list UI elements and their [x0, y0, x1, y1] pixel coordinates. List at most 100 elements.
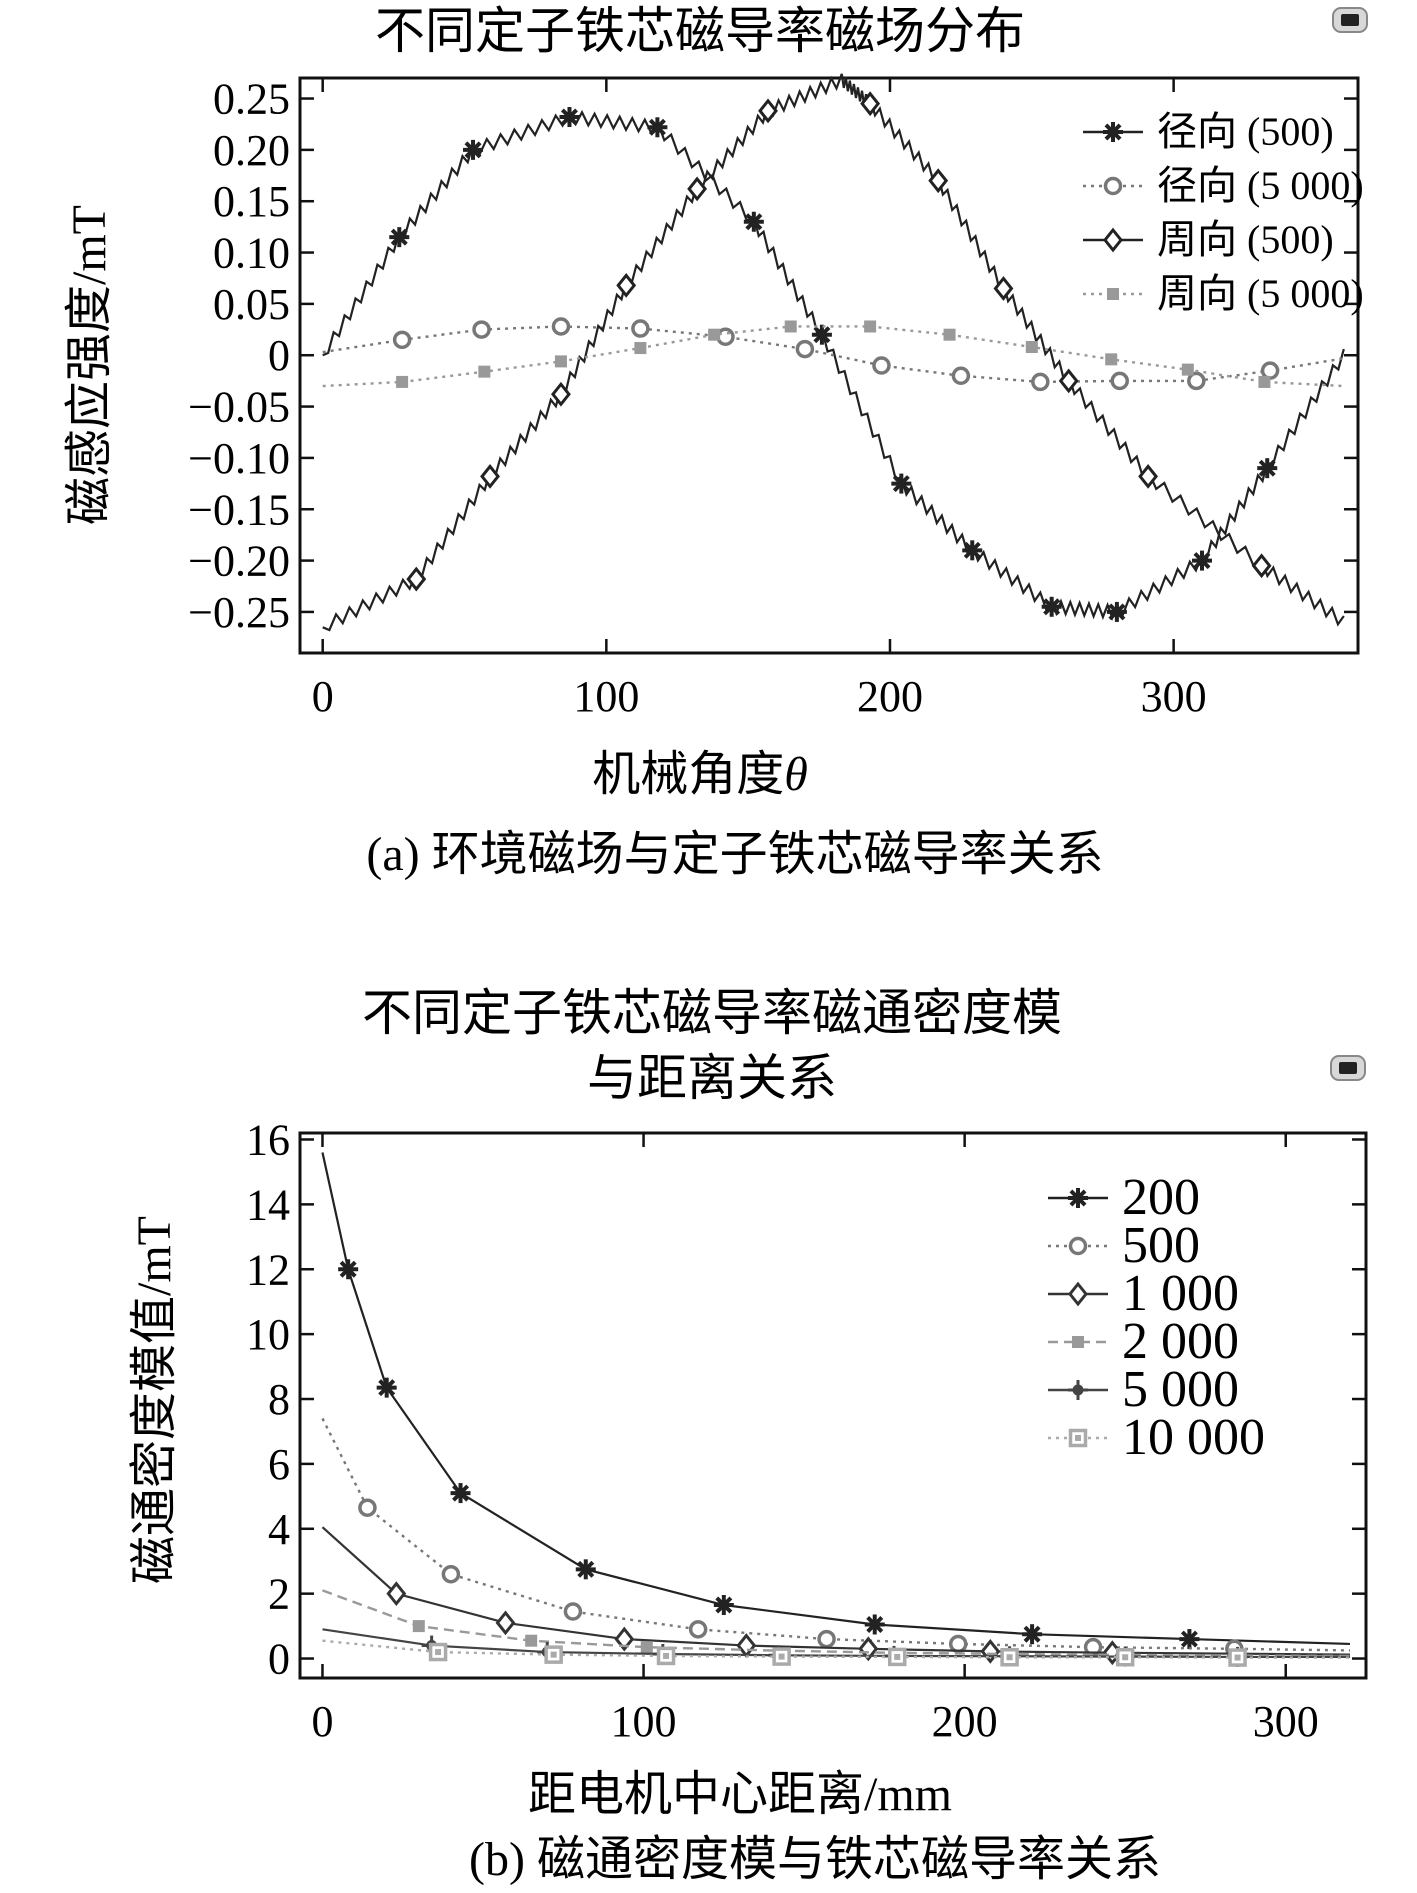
y-tick-label: −0.20 — [188, 537, 290, 586]
data-point — [1251, 553, 1272, 579]
legend-item: 1 000 — [1048, 1265, 1239, 1322]
data-point — [1258, 375, 1271, 388]
y-tick-label: −0.05 — [188, 383, 290, 432]
data-point — [1115, 1647, 1135, 1667]
chart-a-x-axis-label-text: 机械角度 — [592, 748, 784, 801]
y-tick-label: 10 — [246, 1310, 290, 1359]
chart-b-x-ticks: 0 100 200 300 — [311, 1133, 1319, 1746]
data-point — [864, 320, 877, 333]
data-point — [858, 1636, 879, 1662]
chart-a-corner-icon — [1332, 7, 1368, 33]
chart-a-series — [322, 73, 1345, 632]
x-tick-label: 200 — [857, 672, 923, 721]
data-point — [563, 1602, 583, 1621]
data-point — [688, 1620, 708, 1639]
legend-item: 5 000 — [1048, 1361, 1239, 1418]
data-point — [480, 463, 500, 489]
series-2 — [321, 1526, 1350, 1666]
y-tick-label: 4 — [268, 1505, 290, 1554]
legend-item: 500 — [1048, 1217, 1200, 1274]
legend-marker — [1068, 1380, 1088, 1400]
data-point — [713, 1595, 734, 1616]
data-point — [864, 1614, 885, 1635]
data-point — [1181, 363, 1194, 376]
chart-a-plot-frame — [298, 76, 1360, 655]
legend-label: 10 000 — [1122, 1409, 1265, 1466]
data-point — [338, 1259, 359, 1280]
legend-marker — [1072, 1336, 1084, 1348]
data-point — [640, 1641, 653, 1654]
data-point — [389, 227, 410, 248]
x-tick-label: 100 — [611, 1697, 677, 1746]
legend-label: 周向 (500) — [1157, 217, 1334, 262]
chart-b-title: 不同定子铁芯磁导率磁通密度模 — [362, 985, 1062, 1041]
data-point — [993, 276, 1014, 301]
y-tick-label: −0.15 — [188, 485, 290, 534]
data-point — [758, 98, 778, 124]
legend-label: 径向 (5 000) — [1157, 163, 1364, 208]
data-point — [1138, 463, 1159, 489]
x-tick-label: 0 — [312, 672, 334, 721]
data-point — [817, 1629, 836, 1649]
data-point — [495, 1610, 516, 1636]
legend-label: 周向 (5 000) — [1157, 271, 1364, 316]
data-point — [1187, 371, 1206, 391]
data-point — [392, 330, 412, 350]
series-2 — [322, 73, 1345, 632]
series-line — [321, 1152, 1350, 1646]
y-tick-label: −0.25 — [188, 588, 290, 637]
data-point — [1179, 1629, 1200, 1650]
chart-a-x-axis-label: 机械角度θ — [592, 748, 808, 801]
series-line — [322, 73, 1345, 632]
legend-marker — [1068, 1281, 1088, 1307]
data-point — [554, 355, 567, 368]
x-tick-label: 0 — [311, 1697, 333, 1746]
y-tick-label: 12 — [246, 1245, 290, 1294]
series-5 — [322, 1639, 1350, 1667]
legend-marker — [1103, 227, 1123, 253]
data-point — [634, 342, 647, 355]
legend-item: 2 000 — [1048, 1313, 1239, 1370]
data-point — [1022, 1624, 1043, 1645]
chart-a-x-ticks: 0 100 200 300 — [312, 78, 1207, 721]
legend-label: 200 — [1122, 1169, 1200, 1226]
data-point — [736, 1633, 757, 1658]
x-tick-label: 300 — [1141, 672, 1207, 721]
legend-item: 周向 (5 000) — [1083, 271, 1364, 316]
legend-item: 200 — [1048, 1169, 1200, 1226]
y-tick-label: −0.10 — [188, 434, 290, 483]
data-point — [525, 1634, 538, 1647]
data-point — [631, 319, 650, 338]
data-point — [928, 168, 949, 194]
data-point — [472, 320, 491, 339]
data-point — [396, 375, 409, 388]
data-point — [1191, 550, 1212, 571]
data-point — [544, 1645, 563, 1664]
data-point — [1025, 341, 1038, 354]
data-point — [647, 117, 668, 138]
data-point — [1106, 601, 1127, 622]
chart-a-x-axis-label-symbol: θ — [784, 748, 808, 801]
x-tick-label: 300 — [1253, 1697, 1319, 1746]
data-point — [962, 540, 983, 561]
series-line — [322, 325, 1345, 384]
data-point — [1105, 353, 1118, 366]
legend-label: 5 000 — [1122, 1361, 1239, 1418]
data-point — [795, 339, 815, 359]
data-point — [1031, 372, 1050, 392]
data-point — [1058, 368, 1079, 394]
data-point — [428, 1642, 448, 1662]
data-point — [450, 1483, 471, 1504]
y-tick-label: 0 — [268, 331, 290, 380]
chart-b-y-ticks: 16 14 12 10 8 6 4 2 0 — [246, 1115, 1366, 1684]
data-point — [1083, 1637, 1103, 1657]
series-line — [322, 1589, 1350, 1658]
chart-b-title-line2: 与距离关系 — [587, 1050, 837, 1106]
y-tick-label: 6 — [268, 1440, 290, 1489]
data-point — [872, 356, 891, 375]
chart-a-y-axis-label: 磁感应强度/mT — [63, 205, 116, 525]
data-point — [716, 327, 735, 346]
chart-b-series — [321, 1152, 1350, 1667]
data-point — [1260, 361, 1280, 380]
data-point — [784, 320, 797, 333]
